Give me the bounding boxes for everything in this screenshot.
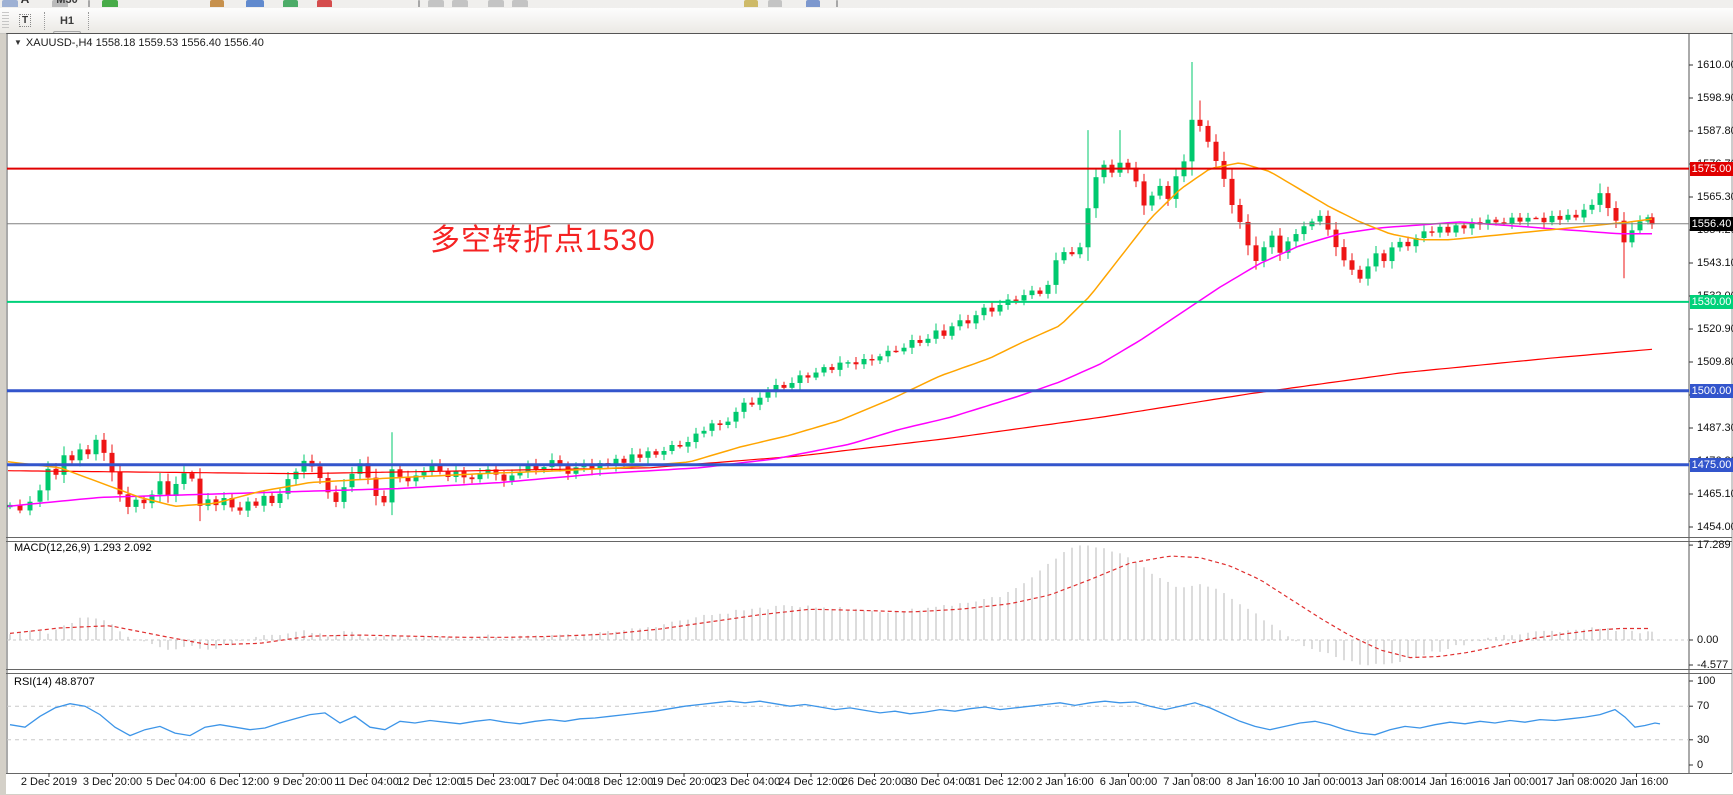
toolbar-icon-fragment[interactable] (418, 0, 420, 7)
price-tick-label: 1587.80 (1697, 125, 1733, 137)
rsi-axis-label: 100 (1697, 675, 1716, 687)
price-tick-label: 1509.80 (1697, 356, 1733, 368)
rsi-axis-label: 30 (1697, 733, 1710, 746)
ma-orange-line (7, 162, 1653, 507)
toolbar-icon-fragment[interactable] (512, 0, 528, 7)
macd-axis-label: -4.577 (1697, 659, 1729, 671)
toolbar-icon-fragment[interactable] (744, 0, 758, 7)
price-tick-label: 1610.00 (1697, 59, 1733, 71)
time-axis-label: 13 Jan 08:00 (1350, 776, 1415, 788)
toolbar-icon-fragment[interactable] (88, 0, 90, 7)
ma-magenta-line (7, 221, 1652, 508)
time-axis-label: 2 Jan 16:00 (1036, 776, 1094, 788)
time-axis-label: 6 Jan 00:00 (1099, 776, 1158, 788)
time-axis-label: 14 Jan 16:00 (1414, 776, 1478, 788)
text-label-icon: A (21, 0, 30, 6)
time-axis-label: 6 Dec 12:00 (209, 776, 270, 788)
level-badge-1500.00: 1500.00 (1690, 383, 1733, 398)
time-axis-label: 11 Dec 04:00 (334, 776, 399, 788)
text-label-icon[interactable]: A (13, 0, 37, 10)
price-tick-label: 1565.30 (1697, 191, 1733, 203)
rsi-axis-label: 0 (1697, 759, 1704, 771)
time-axis-label: 7 Jan 08:00 (1163, 776, 1221, 788)
time-axis-label: 18 Dec 12:00 (587, 776, 654, 788)
macd-axis-label: 17.289 (1697, 539, 1731, 552)
macd-signal-line (9, 555, 1648, 659)
timeframe-button-h1[interactable]: H1 (59, 14, 75, 27)
toolbar-icon-fragment[interactable] (283, 0, 298, 7)
toolbar-icon-fragment[interactable] (317, 0, 332, 7)
time-axis-label: 15 Dec 23:00 (460, 776, 527, 788)
rsi-line (9, 700, 1661, 737)
price-tick-label: 1520.90 (1697, 323, 1733, 335)
macd-indicator-label: MACD(12,26,9) 1.293 2.092 (14, 542, 152, 554)
time-axis-label: 10 Jan 00:00 (1287, 776, 1351, 788)
toolbar-icon-fragment[interactable] (2, 0, 18, 7)
current-price-badge: 1556.40 (1690, 216, 1733, 231)
toolbar-icon-fragment[interactable] (210, 0, 224, 7)
text-box-icon: T (18, 14, 32, 27)
level-badge-1530.00: 1530.00 (1690, 294, 1733, 309)
time-axis-label: 16 Jan 00:00 (1477, 776, 1542, 788)
time-axis-label: 2 Dec 2019 (20, 776, 78, 788)
level-badge-1575.00: 1575.00 (1690, 161, 1733, 176)
toolbar-separator (88, 11, 90, 30)
text-box-icon[interactable]: T (13, 10, 37, 32)
time-axis-label: 9 Dec 20:00 (273, 776, 333, 788)
toolbar-icon-fragment[interactable] (428, 0, 444, 7)
time-axis-label: 19 Dec 20:00 (651, 776, 717, 788)
timeframe-button-m30[interactable]: M30 (53, 0, 81, 10)
toolbar-icon-fragment[interactable] (52, 0, 68, 7)
time-axis-label: 23 Dec 04:00 (714, 776, 781, 788)
toolbar-icon-fragment[interactable] (246, 0, 264, 7)
price-tick-label: 1465.10 (1697, 488, 1733, 500)
time-axis-label: 17 Dec 04:00 (524, 776, 590, 788)
time-axis-label: 20 Jan 16:00 (1604, 776, 1669, 788)
price-tick-label: 1487.30 (1697, 422, 1733, 434)
toolbar-icon-fragment[interactable] (452, 0, 468, 7)
time-axis-label: 5 Dec 04:00 (146, 776, 206, 788)
time-axis-label: 8 Jan 16:00 (1226, 776, 1285, 788)
macd-histogram (9, 545, 1653, 666)
macd-axis-label: 0.00 (1697, 634, 1719, 646)
toolbar-icon-fragment[interactable] (806, 0, 820, 7)
toolbar-icon-fragment[interactable] (102, 0, 118, 7)
chart-window[interactable] (6, 33, 1733, 794)
time-axis-label: 12 Dec 12:00 (397, 776, 463, 788)
time-axis-label: 17 Jan 08:00 (1541, 776, 1605, 788)
time-axis-label: 31 Dec 12:00 (968, 776, 1035, 788)
rsi-indicator-label: RSI(14) 48.8707 (14, 676, 95, 688)
ma-red-line (7, 348, 1653, 475)
time-axis-label: 26 Dec 20:00 (841, 776, 908, 788)
chart-text-annotation[interactable]: 多空转折点1530 (430, 224, 656, 257)
time-axis-label: 24 Dec 12:00 (778, 776, 844, 788)
time-axis-label: 3 Dec 20:00 (82, 776, 143, 788)
toolbar-icon-fragment[interactable] (488, 0, 504, 7)
toolbar-icon-fragment[interactable] (836, 0, 838, 7)
level-badge-1475.00: 1475.00 (1690, 457, 1733, 472)
toolbar-separator (44, 11, 46, 30)
chevron-down-icon[interactable]: ▼ (14, 38, 22, 47)
time-axis-label: 30 Dec 04:00 (905, 776, 971, 788)
price-tick-label: 1543.10 (1697, 257, 1733, 269)
price-tick-label: 1598.90 (1697, 92, 1733, 104)
toolbar-icon-fragment[interactable] (768, 0, 782, 7)
symbol-ohlc-line: ▼ XAUUSD-,H4 1558.18 1559.53 1556.40 1556… (14, 37, 264, 49)
price-tick-label: 1454.00 (1697, 521, 1733, 533)
toolbar-grip-handle[interactable] (2, 11, 9, 30)
rsi-axis-label: 70 (1697, 700, 1710, 713)
